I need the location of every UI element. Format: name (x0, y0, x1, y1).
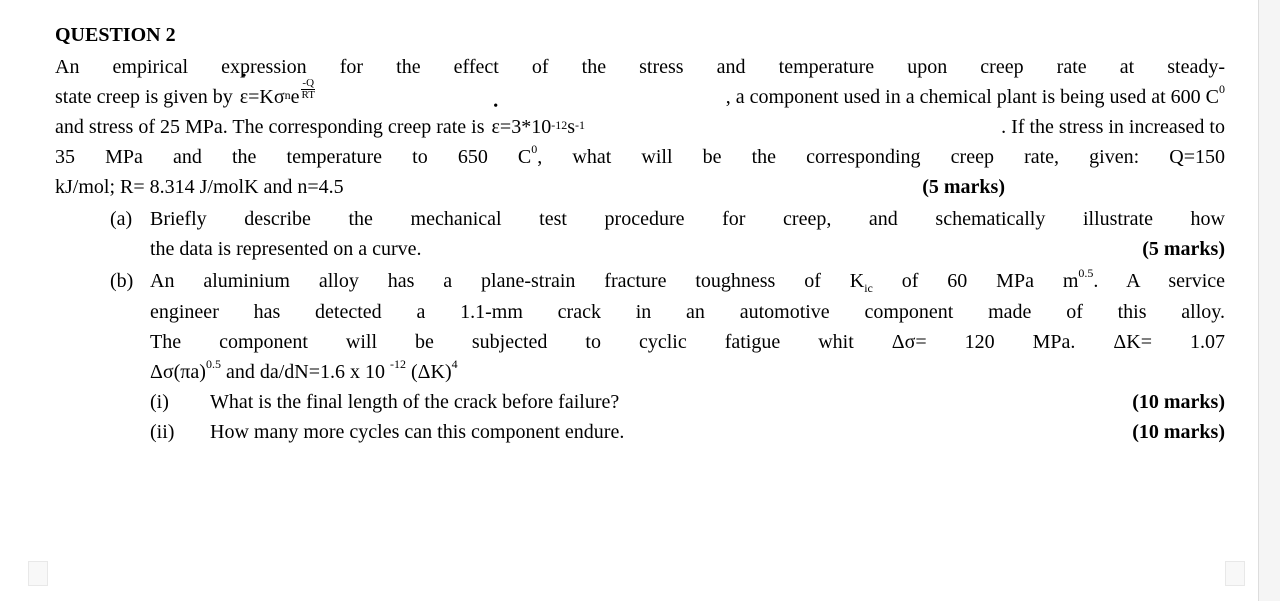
question-body: An empirical expression for the effect o… (55, 52, 1225, 202)
marks-label: (5 marks) (922, 172, 1005, 202)
eq-text: =3*10 (500, 112, 551, 142)
text-line: the data is represented on a curve. (5 m… (150, 234, 1225, 264)
roman-content: What is the final length of the crack be… (210, 387, 1225, 417)
marks-label: (10 marks) (1132, 417, 1225, 447)
intro-line-5: kJ/mol; R= 8.314 J/molK and n=4.5 (5 mar… (55, 172, 1225, 202)
intro-line-2: state creep is given by ε=Kσne-QRT , a c… (55, 82, 1225, 112)
exponent: -12 (551, 116, 567, 134)
exponent: -12 (390, 357, 406, 371)
part-b-ii: (ii) How many more cycles can this compo… (150, 417, 1225, 447)
text-line: Briefly describe the mechanical test pro… (150, 204, 1225, 234)
exponent: 0.5 (1078, 266, 1093, 280)
scrollbar-track (1258, 0, 1280, 601)
question-title: QUESTION 2 (55, 20, 1225, 50)
frac-denominator: RT (301, 90, 316, 101)
roman-list: (i) What is the final length of the crac… (150, 387, 1225, 447)
frac-numerator: -Q (301, 78, 315, 90)
text: (ΔK) (406, 361, 452, 383)
text: . If the stress in increased to (1001, 112, 1225, 142)
rate-formula: ε=3*10-12s-1 (492, 112, 585, 142)
text: What is the final length of the crack be… (210, 387, 619, 417)
intro-line-3: and stress of 25 MPa. The corresponding … (55, 112, 1225, 142)
text: . A service (1093, 270, 1225, 292)
exponent: -1 (575, 116, 585, 134)
marks-label: (10 marks) (1132, 387, 1225, 417)
roman-content: How many more cycles can this component … (210, 417, 1225, 447)
exponent-n: n (285, 86, 291, 104)
text-line: The component will be subjected to cycli… (150, 327, 1225, 357)
text-line: engineer has detected a 1.1-mm crack in … (150, 297, 1225, 327)
exponent: 0.5 (206, 357, 221, 371)
epsilon-dot: ε (492, 112, 500, 142)
page-corner-right (1225, 561, 1245, 586)
part-b: (b) An aluminium alloy has a plane-strai… (110, 266, 1225, 447)
part-b-i: (i) What is the final length of the crac… (150, 387, 1225, 417)
part-label: (a) (110, 204, 150, 264)
part-a: (a) Briefly describe the mechanical test… (110, 204, 1225, 264)
intro-line-4: 35 MPa and the temperature to 650 C0, wh… (55, 142, 1225, 172)
text: of 60 MPa m (873, 270, 1079, 292)
part-label: (b) (110, 266, 150, 447)
page-corner-left (28, 561, 48, 586)
e-text: e (291, 82, 300, 112)
text: the data is represented on a curve. (150, 234, 422, 264)
roman-label: (i) (150, 387, 210, 417)
s-text: s (567, 112, 575, 142)
text: 35 MPa and the temperature to 650 C (55, 146, 531, 168)
text-line: An aluminium alloy has a plane-strain fr… (150, 266, 1225, 297)
text: An aluminium alloy has a plane-strain fr… (150, 270, 864, 292)
intro-line-1: An empirical expression for the effect o… (55, 52, 1225, 82)
text: state creep is given by (55, 86, 238, 108)
text: Δσ(πa) (150, 361, 206, 383)
marks-label: (5 marks) (1142, 234, 1225, 264)
document-content: QUESTION 2 An empirical expression for t… (55, 20, 1225, 447)
text-line: Δσ(πa)0.5 and da/dN=1.6 x 10 -12 (ΔK)4 (150, 357, 1225, 387)
text: , what will be the corresponding creep r… (537, 146, 1225, 168)
part-content: An aluminium alloy has a plane-strain fr… (150, 266, 1225, 447)
exponent: 4 (452, 357, 458, 371)
text: kJ/mol; R= 8.314 J/molK and n=4.5 (55, 172, 344, 202)
subscript: ic (864, 281, 873, 295)
fraction: -QRT (301, 78, 316, 101)
text: and stress of 25 MPa. The corresponding … (55, 116, 490, 138)
degree-exp: 0 (1219, 82, 1225, 96)
sub-parts: (a) Briefly describe the mechanical test… (55, 204, 1225, 447)
roman-label: (ii) (150, 417, 210, 447)
part-content: Briefly describe the mechanical test pro… (150, 204, 1225, 264)
eq-text: =Kσ (248, 82, 285, 112)
creep-formula: ε=Kσne-QRT (240, 82, 317, 112)
epsilon-dot: ε (240, 82, 248, 112)
text: , a component used in a chemical plant i… (726, 86, 1219, 108)
text: and da/dN=1.6 x 10 (221, 361, 390, 383)
degree-exp: 0 (531, 142, 537, 156)
text: How many more cycles can this component … (210, 417, 624, 447)
